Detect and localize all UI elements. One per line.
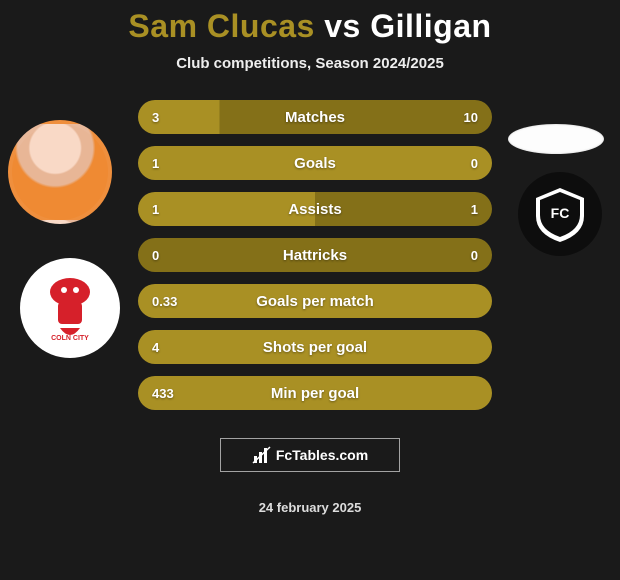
stat-rows: 3Matches101Goals01Assists10Hattricks00.3… [138, 100, 492, 422]
stat-label: Min per goal [138, 385, 492, 402]
brand-text: FcTables.com [276, 447, 368, 463]
title-vs: vs [315, 8, 370, 44]
stat-label: Hattricks [138, 247, 492, 264]
stat-label: Assists [138, 201, 492, 218]
title-player-left: Sam Clucas [128, 8, 314, 44]
imp-crest-icon: COLN CITY [34, 272, 106, 344]
stat-value-right: 10 [464, 110, 478, 125]
stat-value-right: 0 [471, 156, 478, 171]
date-text: 24 february 2025 [0, 500, 620, 515]
player-left-avatar [8, 120, 112, 224]
stat-row: 0.33Goals per match [138, 284, 492, 318]
stat-label: Goals per match [138, 293, 492, 310]
stat-row: 4Shots per goal [138, 330, 492, 364]
stat-value-right: 0 [471, 248, 478, 263]
stat-label: Goals [138, 155, 492, 172]
subtitle: Club competitions, Season 2024/2025 [0, 55, 620, 72]
player-left-club-crest: COLN CITY [20, 258, 120, 358]
bar-chart-icon [252, 445, 272, 465]
stat-label: Shots per goal [138, 339, 492, 356]
shield-crest-icon: FC [530, 184, 590, 244]
svg-text:FC: FC [551, 205, 570, 221]
stat-row: 433Min per goal [138, 376, 492, 410]
stat-row: 1Assists1 [138, 192, 492, 226]
comparison-stage: COLN CITY FC 3Matches101Goals01Assists10… [0, 100, 620, 480]
stat-row: 0Hattricks0 [138, 238, 492, 272]
brand-badge[interactable]: FcTables.com [220, 438, 400, 472]
player-right-avatar-placeholder [508, 124, 604, 154]
stat-row: 3Matches10 [138, 100, 492, 134]
title-player-right: Gilligan [370, 8, 491, 44]
stat-row: 1Goals0 [138, 146, 492, 180]
svg-text:COLN CITY: COLN CITY [51, 335, 89, 342]
stat-label: Matches [138, 109, 492, 126]
stat-value-right: 1 [471, 202, 478, 217]
page-title: Sam Clucas vs Gilligan [0, 0, 620, 45]
player-right-club-crest: FC [518, 172, 602, 256]
